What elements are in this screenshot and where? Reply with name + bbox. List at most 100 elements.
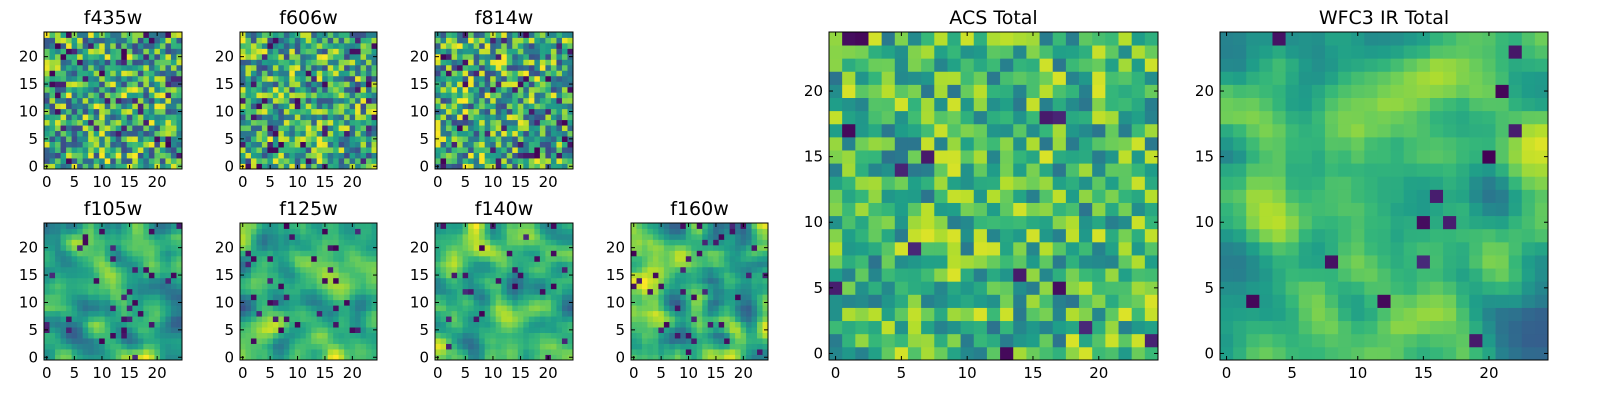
heatmap-cell xyxy=(132,250,139,257)
heatmap-cell xyxy=(289,97,296,104)
heatmap-cell xyxy=(261,310,268,317)
heatmap-cell xyxy=(344,277,350,284)
heatmap-cell xyxy=(311,332,318,339)
heatmap-cell xyxy=(66,86,72,93)
heatmap-cell xyxy=(746,223,752,229)
heatmap-cell xyxy=(440,119,447,126)
heatmap-cell xyxy=(121,261,128,268)
heatmap-cell xyxy=(539,244,546,251)
heatmap-cell xyxy=(1118,307,1133,322)
heatmap-cell xyxy=(366,125,372,132)
heatmap-cell xyxy=(272,272,279,279)
heatmap-cell xyxy=(272,244,279,251)
heatmap-cell xyxy=(1131,163,1146,177)
heatmap-cell xyxy=(104,354,111,361)
heatmap-cell xyxy=(740,299,747,306)
heatmap-cell xyxy=(517,343,524,350)
heatmap-cell xyxy=(110,223,117,229)
heatmap-cell xyxy=(93,277,100,284)
heatmap-cell xyxy=(435,147,441,153)
heatmap-cell xyxy=(545,136,552,142)
heatmap-cell xyxy=(60,70,67,77)
heatmap-cell xyxy=(93,244,100,251)
heatmap-cell xyxy=(49,114,56,121)
heatmap-cell xyxy=(366,37,372,44)
heatmap-cell xyxy=(740,343,747,350)
heatmap-cell xyxy=(344,152,350,159)
heatmap-cell xyxy=(435,277,441,284)
heatmap-cell xyxy=(462,86,469,93)
heatmap-cell xyxy=(713,327,720,333)
heatmap-cell xyxy=(907,307,922,322)
heatmap-cell xyxy=(685,239,692,246)
heatmap-cell xyxy=(539,343,546,350)
heatmap-cell xyxy=(1065,202,1080,217)
heatmap-cell xyxy=(523,354,530,361)
heatmap-cell xyxy=(446,283,452,290)
heatmap-cell xyxy=(696,233,703,240)
heatmap-cell xyxy=(446,228,452,235)
heatmap-cell xyxy=(77,288,84,295)
heatmap-cell xyxy=(1052,176,1067,190)
heatmap-cell xyxy=(1052,255,1067,269)
heatmap-cell xyxy=(44,349,50,355)
heatmap-cell xyxy=(1000,320,1014,335)
heatmap-cell xyxy=(934,294,948,308)
heatmap-cell xyxy=(746,255,752,262)
heatmap-cell xyxy=(842,307,856,322)
heatmap-cell xyxy=(707,244,714,251)
heatmap-cell xyxy=(647,332,654,339)
heatmap-cell xyxy=(556,354,563,361)
heatmap-cell xyxy=(435,261,441,268)
heatmap-cell xyxy=(523,250,530,257)
heatmap-cell xyxy=(126,277,133,284)
heatmap-cell xyxy=(77,223,84,229)
heatmap-cell xyxy=(751,244,758,251)
heatmap-cell xyxy=(250,310,257,317)
heatmap-cell xyxy=(523,163,530,170)
heatmap-cell xyxy=(165,130,172,137)
heatmap-cell xyxy=(550,250,557,257)
heatmap-cell xyxy=(261,338,268,344)
heatmap-cell xyxy=(707,321,714,328)
heatmap-cell xyxy=(550,108,557,115)
heatmap-cell xyxy=(82,272,89,279)
heatmap-cell xyxy=(305,141,312,148)
heatmap-cell xyxy=(278,244,285,251)
heatmap-cell xyxy=(137,152,144,159)
heatmap-cell xyxy=(696,244,703,251)
heatmap-cell xyxy=(523,141,530,148)
heatmap-cell xyxy=(66,228,72,235)
heatmap-cell xyxy=(121,70,128,77)
heatmap-cell xyxy=(110,141,117,148)
heatmap-cell xyxy=(729,321,736,328)
heatmap-cell xyxy=(333,255,340,262)
heatmap-cell xyxy=(539,255,546,262)
heatmap-cell xyxy=(256,108,263,115)
heatmap-cell xyxy=(148,233,155,240)
heatmap-cell xyxy=(137,64,144,71)
heatmap-cell xyxy=(534,86,541,93)
heatmap-cell xyxy=(305,86,312,93)
heatmap-cell xyxy=(960,281,975,295)
heatmap-cell xyxy=(355,338,361,344)
heatmap-cell xyxy=(479,244,486,251)
heatmap-cell xyxy=(305,239,312,246)
heatmap-cell xyxy=(446,288,452,295)
heatmap-cell xyxy=(170,321,177,328)
heatmap-cell xyxy=(534,136,541,142)
heatmap-cell xyxy=(115,70,122,77)
heatmap-cell xyxy=(561,119,568,126)
heatmap-cell xyxy=(49,338,56,344)
heatmap-cell xyxy=(550,321,557,328)
heatmap-cell xyxy=(435,266,441,273)
heatmap-cell xyxy=(534,158,541,164)
heatmap-cell xyxy=(680,283,687,290)
heatmap-cell xyxy=(44,239,50,246)
heatmap-cell xyxy=(88,86,95,93)
heatmap-cell xyxy=(855,228,869,243)
heatmap-cell xyxy=(137,239,144,246)
heatmap-cell xyxy=(289,53,296,60)
heatmap-cell xyxy=(501,332,508,339)
heatmap-cell xyxy=(245,316,252,323)
